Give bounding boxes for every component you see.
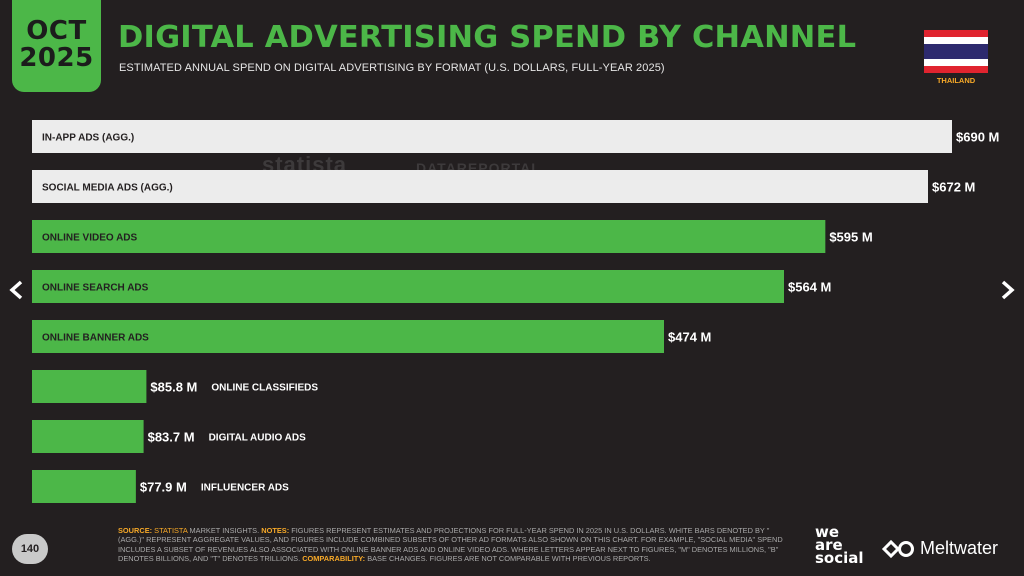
- category-label-6: DIGITAL AUDIO ADS: [209, 433, 307, 444]
- comparability-label: COMPARABILITY:: [302, 554, 366, 564]
- source-name: STATISTA: [154, 526, 188, 535]
- prev-slide-button[interactable]: [4, 270, 28, 310]
- value-label-4: $474 M: [668, 330, 711, 345]
- meltwater-icon: [882, 539, 914, 558]
- category-label-5: ONLINE CLASSIFIEDS: [211, 383, 318, 394]
- page-title: DIGITAL ADVERTISING SPEND BY CHANNEL: [118, 20, 857, 55]
- notes-label: NOTES:: [261, 526, 290, 535]
- footer-notes: SOURCE: STATISTA MARKET INSIGHTS. NOTES:…: [118, 526, 788, 564]
- chevron-left-icon: [9, 280, 23, 300]
- bar-0: [32, 120, 952, 153]
- value-label-1: $672 M: [932, 180, 975, 195]
- value-label-3: $564 M: [788, 280, 831, 295]
- category-label-1: SOCIAL MEDIA ADS (AGG.): [42, 183, 173, 194]
- date-badge: OCT 2025: [12, 0, 101, 92]
- category-label-4: ONLINE BANNER ADS: [42, 333, 149, 344]
- badge-month: OCT: [26, 16, 87, 46]
- notes-text: FIGURES REPRESENT ESTIMATES AND PROJECTI…: [118, 526, 783, 564]
- country-label: THAILAND: [936, 76, 976, 85]
- category-label-0: IN-APP ADS (AGG.): [42, 133, 134, 144]
- badge-year: 2025: [19, 43, 94, 73]
- page-number: 140: [12, 534, 48, 564]
- meltwater-logo: Meltwater: [882, 538, 998, 559]
- bar-7: [32, 470, 136, 503]
- bar-1: [32, 170, 928, 203]
- value-label-2: $595 M: [829, 230, 872, 245]
- source-label: SOURCE:: [118, 526, 153, 535]
- value-label-6: $83.7 M: [148, 430, 195, 445]
- chevron-right-icon: [1001, 280, 1015, 300]
- we-are-social-logo: we are social: [815, 523, 864, 567]
- page-subtitle: ESTIMATED ANNUAL SPEND ON DIGITAL ADVERT…: [119, 62, 665, 74]
- bar-4: [32, 320, 664, 353]
- category-label-3: ONLINE SEARCH ADS: [42, 283, 149, 294]
- category-label-7: INFLUENCER ADS: [201, 483, 289, 494]
- bar-5: [32, 370, 147, 403]
- comparability-text: BASE CHANGES. FIGURES ARE NOT COMPARABLE…: [367, 554, 651, 564]
- value-label-0: $690 M: [956, 130, 999, 145]
- next-slide-button[interactable]: [996, 270, 1020, 310]
- category-label-2: ONLINE VIDEO ADS: [42, 233, 138, 244]
- bar-3: [32, 270, 784, 303]
- thailand-flag-icon: [924, 30, 988, 73]
- bar-chart: $690 M IN-APP ADS (AGG.) $672 M SOCIAL MEDI…: [32, 120, 999, 503]
- bar-2: [32, 220, 826, 253]
- source-text: MARKET INSIGHTS.: [189, 526, 260, 535]
- value-label-7: $77.9 M: [140, 480, 187, 495]
- value-label-5: $85.8 M: [150, 380, 197, 395]
- bar-6: [32, 420, 144, 453]
